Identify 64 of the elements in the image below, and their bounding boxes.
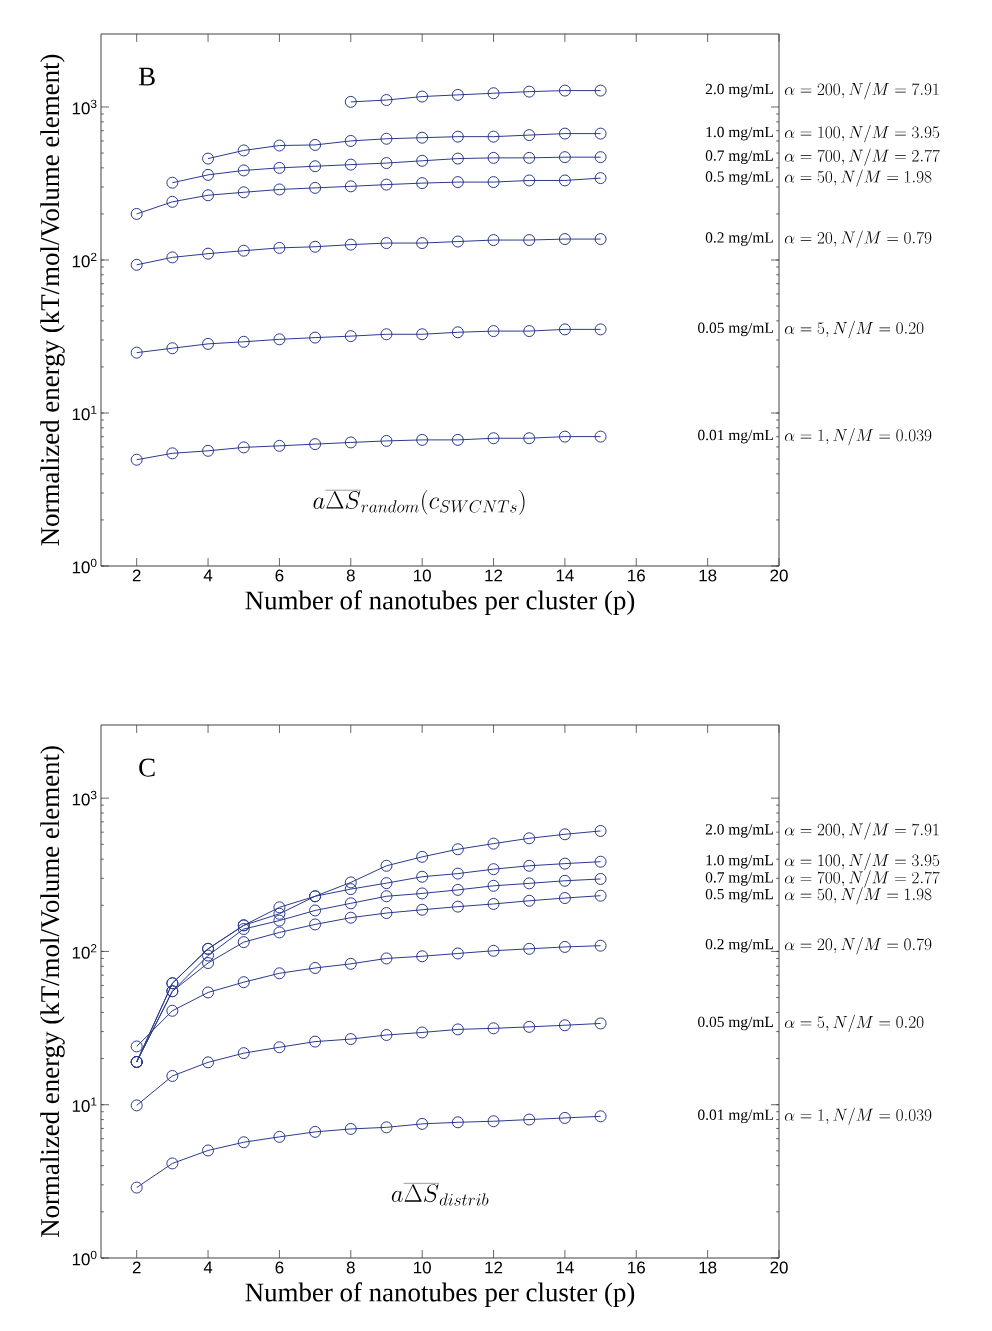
x-tick-label: 16 [628,1261,645,1274]
x-tick-label: 12 [485,569,503,582]
text: $\alpha = 700, N / M = 2.77$ [784,148,940,166]
x-tick-label: 6 [275,569,284,582]
text: 2.0 mg/mL [705,83,773,98]
x-tick-label: 6 [275,1261,284,1274]
text: $\alpha = 20, N / M = 0.79$ [784,230,932,248]
y-tick-label: 10$^{1}$ [72,405,97,421]
x-tick-label: 2 [132,569,141,582]
y-tick-label: 10$^{3}$ [72,790,97,806]
text: 0.01 mg/mL [698,1109,773,1124]
text: 0.7 mg/mL [705,872,773,886]
x-tick-label: 18 [699,1261,717,1274]
y-tick-label: 10$^{0}$ [72,558,97,574]
x-tick-label: 10 [414,569,431,582]
x-tick-label: 8 [346,1261,355,1274]
x-tick-label: 4 [203,569,213,582]
x-tick-label: 2 [132,1261,141,1274]
y-tick-label: 10$^{0}$ [72,1250,97,1266]
y-axis-title: Normalized energy (kT/mol/Volume element) [40,54,65,546]
text: C [139,758,155,777]
text: 1.0 mg/mL [706,854,773,869]
x-tick-label: 14 [556,1261,574,1274]
x-tick-label: 14 [556,569,574,582]
text: $\alpha = 700, N / M = 2.77$ [784,870,940,888]
text: B [138,67,155,86]
x-tick-label: 4 [203,1261,213,1274]
y-tick-label: 10$^{3}$ [72,99,97,115]
text: $\alpha = 5, N / M = 0.20$ [784,320,924,338]
text: $\alpha = 100, N / M = 3.95$ [784,125,940,143]
x-tick-label: 8 [346,569,355,582]
text: 0.7 mg/mL [705,150,773,164]
text: $\alpha = 200, N / M = 7.91$ [784,822,939,840]
text: $\alpha = 1, N / M = 0.039$ [784,1107,932,1125]
text: 0.01 mg/mL [698,429,773,444]
y-tick-label: 10$^{2}$ [72,252,97,268]
text: 2.0 mg/mL [705,824,773,838]
text: 0.5 mg/mL [705,888,773,903]
text: $\alpha = 50, N / M = 1.98$ [784,887,932,905]
text: 0.05 mg/mL [698,1016,773,1031]
x-tick-label: 16 [628,569,645,582]
text: $\alpha = 5, N / M = 0.20$ [784,1014,924,1033]
text: 0.5 mg/mL [705,171,773,185]
text: 0.05 mg/mL [698,322,773,337]
y-tick-label: 10$^{2}$ [72,944,97,959]
text: $\alpha = 20, N / M = 0.79$ [784,937,932,955]
x-tick-label: 18 [699,569,717,582]
text: $\alpha = 50, N / M = 1.98$ [784,169,932,187]
text: 1.0 mg/mL [706,126,773,141]
text: 0.2 mg/mL [705,938,773,953]
x-tick-label: 20 [770,1261,788,1274]
x-tick-label: 10 [414,1261,431,1274]
text: 0.2 mg/mL [705,232,773,246]
x-tick-label: 20 [770,569,788,582]
x-axis-title: Number of nanotubes per cluster (p) [245,1282,635,1308]
x-axis-title: Number of nanotubes per cluster (p) [245,590,635,616]
x-tick-label: 12 [485,1261,503,1274]
y-tick-label: 10$^{1}$ [72,1097,97,1112]
y-axis-title: Normalized energy (kT/mol/Volume element) [40,746,65,1238]
annotation: $a\overline{\Delta S}_{distrib}$ [391,1183,489,1206]
annotation: $a\overline{\Delta S}_{random}(c_{SWCNTs})$ [313,489,525,515]
text: $\alpha = 200, N / M = 7.91$ [784,82,939,100]
text: $\alpha = 1, N / M = 0.039$ [784,428,932,446]
text: $\alpha = 100, N / M = 3.95$ [784,853,940,871]
